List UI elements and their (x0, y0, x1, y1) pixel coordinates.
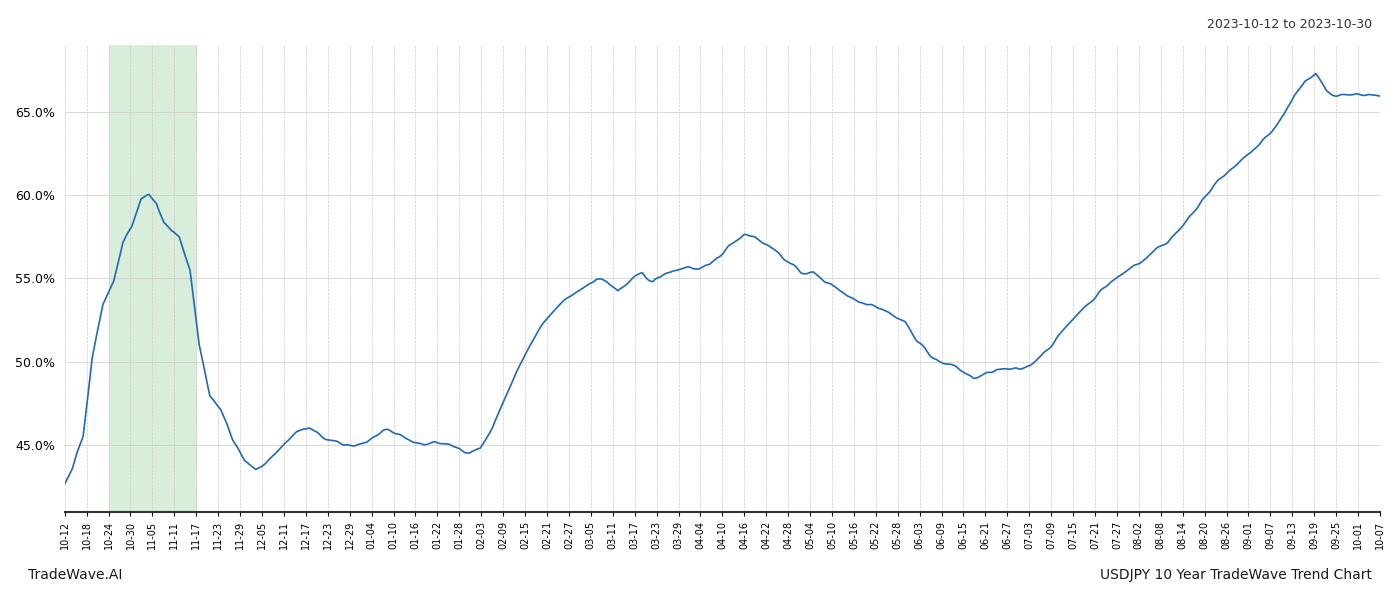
Text: 2023-10-12 to 2023-10-30: 2023-10-12 to 2023-10-30 (1207, 18, 1372, 31)
Bar (109, 45, 196, 512)
Text: TradeWave.AI: TradeWave.AI (28, 568, 122, 582)
Text: USDJPY 10 Year TradeWave Trend Chart: USDJPY 10 Year TradeWave Trend Chart (1100, 568, 1372, 582)
